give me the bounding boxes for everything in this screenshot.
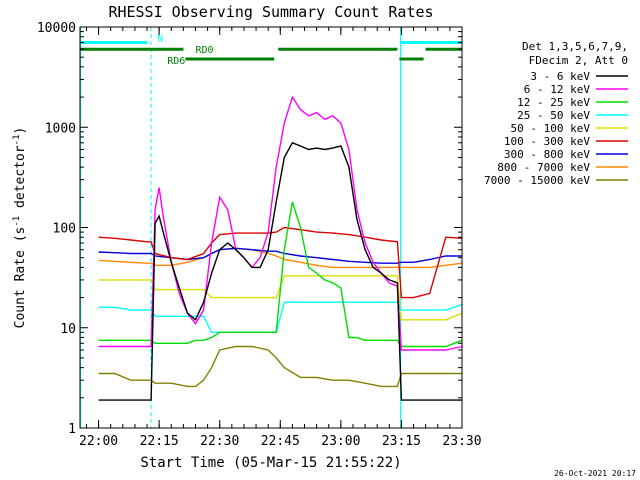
legend-entry-label: 800 - 7000 keV bbox=[497, 161, 590, 174]
series-line bbox=[98, 226, 463, 299]
legend-entry-label: 50 - 100 keV bbox=[511, 122, 591, 135]
legend-entry-label: 6 - 12 keV bbox=[524, 83, 591, 96]
legend-entry-label: 3 - 6 keV bbox=[530, 70, 590, 83]
timestamp-footer: 26-Oct-2021 20:17 bbox=[554, 469, 636, 478]
series-line bbox=[98, 201, 463, 348]
spacecraft-night-markers bbox=[79, 27, 463, 428]
legend-header-line: FDecim 2, Att 0 bbox=[529, 54, 628, 67]
x-tick-label: 22:15 bbox=[140, 434, 179, 449]
y-tick-label: 10000 bbox=[37, 21, 76, 36]
legend-entry-label: 25 - 50 keV bbox=[517, 109, 590, 122]
legend-entry-label: 7000 - 15000 keV bbox=[484, 174, 590, 187]
chart-title: RHESSI Observing Summary Count Rates bbox=[108, 3, 433, 21]
x-tick-label: 23:30 bbox=[442, 434, 481, 449]
legend-entry-label: 300 - 800 keV bbox=[504, 148, 590, 161]
y-tick-label: 100 bbox=[53, 222, 76, 237]
x-tick-label: 22:30 bbox=[200, 434, 239, 449]
flag-label-rd6: RD6 bbox=[167, 56, 185, 67]
series-line bbox=[98, 345, 462, 388]
legend: Det 1,3,5,6,7,9,FDecim 2, Att 0 3 - 6 keV… bbox=[484, 40, 628, 187]
legend-entry-label: 12 - 25 keV bbox=[517, 96, 590, 109]
y-tick-label: 10 bbox=[60, 322, 76, 337]
x-tick-label: 23:15 bbox=[382, 434, 421, 449]
axis-ticks: 22:00 22:15 22:30 22:45 23:00 23:15 23:30 1 10 10… bbox=[37, 21, 482, 449]
x-tick-label: 22:00 bbox=[79, 434, 118, 449]
legend-entry-label: 100 - 300 keV bbox=[504, 135, 590, 148]
flag-label-n: N bbox=[157, 34, 163, 45]
y-tick-label: 1000 bbox=[45, 121, 76, 136]
x-axis-label: Start Time (05-Mar-15 21:55:22) bbox=[140, 455, 401, 471]
x-tick-label: 22:45 bbox=[261, 434, 300, 449]
series-lines bbox=[98, 95, 463, 401]
y-tick-label: 1 bbox=[68, 422, 76, 437]
legend-header-line: Det 1,3,5,6,7,9, bbox=[522, 40, 628, 53]
status-flag-bars: N RD0 RD6 bbox=[80, 34, 462, 67]
plot-frame bbox=[79, 26, 463, 429]
flag-label-rd0: RD0 bbox=[195, 45, 213, 56]
series-line bbox=[98, 141, 462, 401]
y-axis-label: Count Rate (s-1 detector-1) bbox=[12, 127, 28, 329]
x-tick-label: 23:00 bbox=[321, 434, 360, 449]
